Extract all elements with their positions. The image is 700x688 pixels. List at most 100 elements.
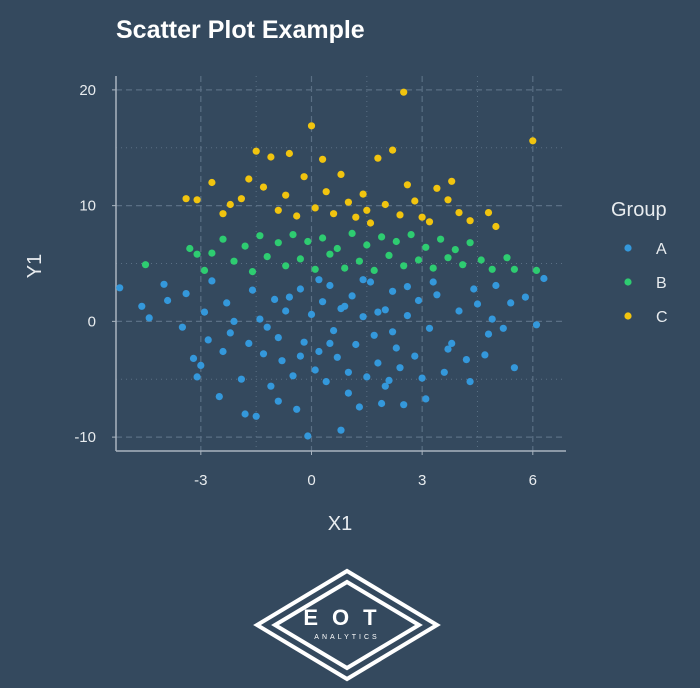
point-B — [385, 251, 393, 259]
logo-diamond-outer — [253, 568, 441, 682]
point-C — [337, 170, 345, 178]
point-A — [304, 432, 312, 440]
point-B — [282, 262, 290, 270]
point-A — [352, 340, 360, 349]
point-B — [459, 261, 467, 269]
point-A — [462, 356, 470, 364]
point-A — [374, 359, 382, 367]
point-C — [444, 196, 452, 204]
grid-lines — [116, 76, 566, 451]
point-A — [481, 351, 489, 359]
point-C — [448, 177, 456, 185]
point-C — [389, 146, 397, 154]
point-A — [473, 300, 482, 308]
point-C — [237, 195, 245, 203]
x-tick-label: 0 — [307, 472, 315, 489]
point-A — [182, 290, 190, 298]
point-C — [374, 154, 382, 162]
point-B — [311, 265, 319, 273]
point-C — [418, 213, 426, 221]
y-axis-label: Y1 — [24, 254, 46, 278]
point-A — [326, 281, 334, 290]
point-A — [219, 347, 227, 356]
point-C — [259, 183, 268, 191]
point-B — [186, 244, 194, 253]
point-C — [282, 191, 290, 199]
point-A — [540, 274, 548, 283]
point-B — [414, 256, 423, 264]
point-A — [433, 291, 441, 299]
point-A — [499, 324, 507, 332]
point-B — [444, 254, 452, 262]
point-C — [400, 88, 408, 96]
point-A — [259, 350, 268, 358]
point-A — [300, 338, 308, 346]
point-B — [532, 266, 541, 274]
point-B — [451, 246, 459, 254]
point-C — [466, 217, 474, 225]
point-A — [488, 315, 496, 323]
point-A — [208, 277, 216, 285]
point-B — [141, 261, 150, 269]
point-A — [337, 426, 345, 434]
point-A — [355, 403, 363, 411]
point-B — [510, 265, 518, 273]
point-A — [289, 372, 297, 380]
point-C — [330, 210, 338, 218]
legend-label-B: B — [656, 275, 667, 292]
point-C — [484, 209, 493, 217]
point-A — [263, 323, 271, 331]
eot-analytics-logo: EOT ANALYTICS — [253, 568, 441, 682]
point-A — [385, 376, 393, 384]
point-C — [455, 209, 463, 217]
point-A — [296, 285, 304, 293]
point-B — [219, 235, 227, 243]
point-A — [204, 336, 212, 344]
point-C — [208, 178, 216, 187]
point-A — [400, 401, 408, 409]
point-B — [407, 231, 415, 239]
point-A — [248, 286, 257, 294]
point-C — [193, 196, 201, 204]
point-A — [138, 302, 146, 310]
x-tick-label: 6 — [529, 472, 537, 489]
chart-title: Scatter Plot Example — [116, 16, 365, 44]
point-A — [484, 330, 493, 338]
point-A — [237, 375, 245, 383]
point-A — [411, 352, 419, 360]
point-A — [164, 296, 172, 305]
point-A — [315, 347, 323, 356]
legend: Group ABC — [611, 199, 668, 326]
point-A — [223, 299, 231, 307]
point-A — [521, 293, 530, 301]
point-A — [381, 306, 389, 314]
point-A — [381, 382, 389, 390]
point-A — [274, 334, 282, 342]
axes: -3 0 3 6 -10 0 10 20 — [74, 76, 566, 489]
point-A — [344, 389, 352, 397]
point-A — [145, 314, 153, 322]
point-C — [381, 200, 389, 209]
point-B — [363, 241, 371, 249]
point-A — [333, 353, 341, 361]
point-B — [274, 239, 282, 247]
point-B — [193, 250, 201, 258]
point-A — [215, 393, 223, 401]
point-B — [319, 234, 327, 242]
point-A — [337, 305, 345, 313]
point-B — [370, 266, 378, 274]
point-B — [208, 249, 216, 257]
point-A — [197, 361, 205, 369]
point-B — [248, 268, 257, 276]
point-A — [230, 317, 238, 325]
point-A — [274, 397, 282, 405]
point-C — [433, 184, 441, 192]
point-B — [348, 229, 356, 237]
point-A — [363, 373, 371, 381]
legend-label-C: C — [656, 309, 668, 326]
point-A — [344, 368, 352, 376]
point-A — [359, 313, 367, 321]
point-B — [422, 243, 430, 251]
point-A — [319, 298, 327, 306]
